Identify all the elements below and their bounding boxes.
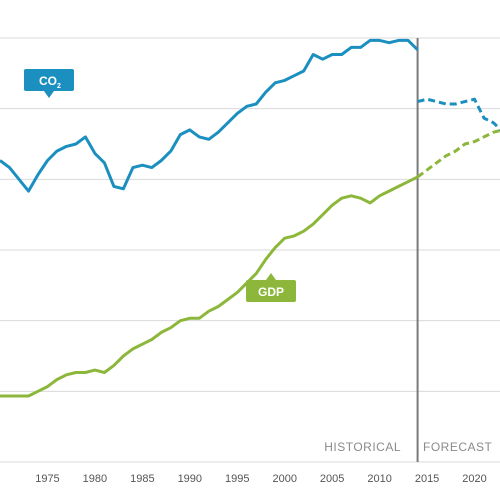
gdp-label-pointer xyxy=(266,273,276,280)
forecast-label: FORECAST xyxy=(423,440,493,454)
historical-label: HISTORICAL xyxy=(324,440,401,454)
x-tick-label-1995: 1995 xyxy=(225,473,249,485)
co2-label-subscript: 2 xyxy=(57,83,61,90)
co2-series-label: CO2 xyxy=(24,69,74,98)
x-tick-label-1990: 1990 xyxy=(178,473,202,485)
co2-label-pointer xyxy=(44,91,54,98)
gridlines xyxy=(0,37,500,463)
gdp-historical-line xyxy=(0,175,419,398)
co2-forecast-line xyxy=(417,97,500,132)
region-labels: HISTORICAL FORECAST xyxy=(324,440,492,454)
x-tick-label-2015: 2015 xyxy=(415,473,439,485)
x-tick-label-2010: 2010 xyxy=(367,473,391,485)
x-tick-label-1980: 1980 xyxy=(83,473,107,485)
co2-historical-line xyxy=(0,38,419,193)
co2-label-main: CO xyxy=(39,74,57,88)
x-tick-label-2000: 2000 xyxy=(272,473,296,485)
gdp-label-text: GDP xyxy=(258,285,284,299)
gdp-label-box xyxy=(246,280,296,302)
x-tick-label-1975: 1975 xyxy=(35,473,59,485)
x-tick-label-2005: 2005 xyxy=(320,473,344,485)
gdp-forecast-line xyxy=(416,129,500,179)
x-tick-label-2020: 2020 xyxy=(462,473,486,485)
co2-label-box xyxy=(24,69,74,91)
series-lines xyxy=(0,38,500,398)
gdp-series-label: GDP xyxy=(246,273,296,302)
x-tick-label-1985: 1985 xyxy=(130,473,154,485)
co2-label-text: CO2 xyxy=(39,74,61,90)
x-axis-tick-labels: 1975 1980 1985 1990 1995 2000 2005 2010 2015 2020 xyxy=(35,473,487,485)
